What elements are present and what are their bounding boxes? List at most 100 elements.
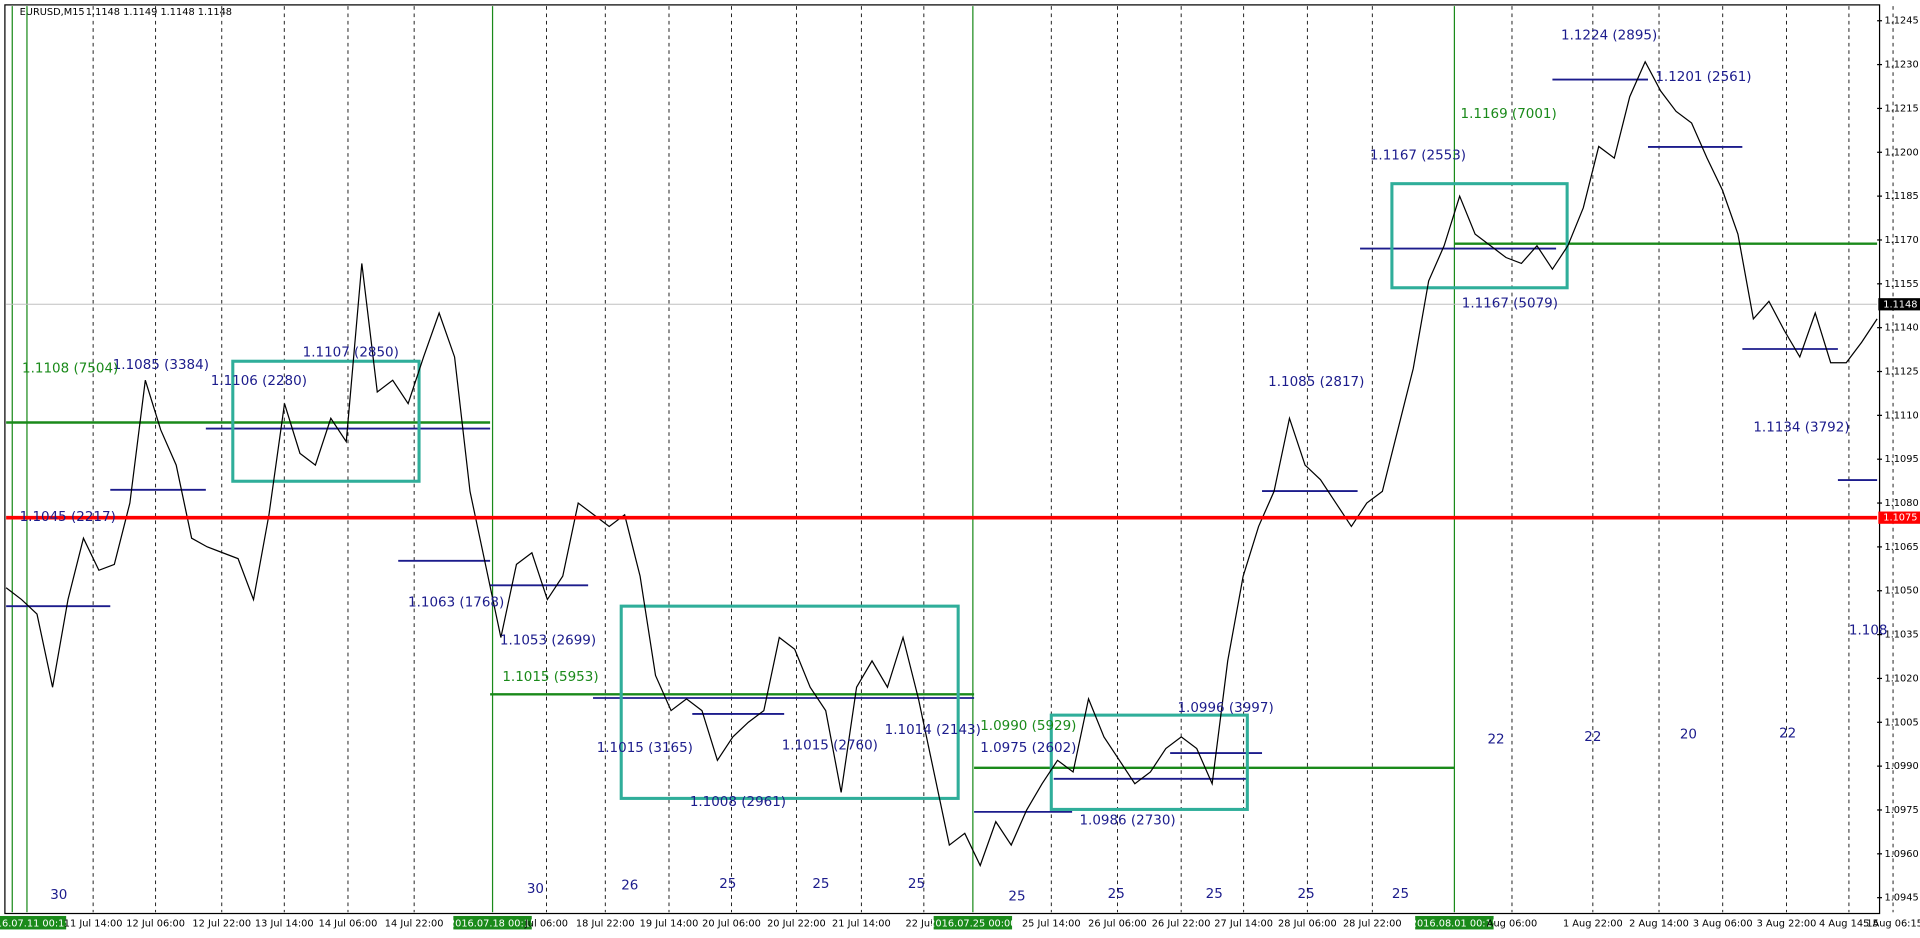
level-label: 1.0986 (2730): [1079, 812, 1175, 828]
x-tick-label: 2016.07.11 00:15: [0, 918, 71, 929]
x-tick-label: 26 Jul 22:00: [1152, 918, 1211, 929]
x-label-highlight: [933, 915, 1013, 930]
y-tick-label: 1.1080: [1884, 498, 1918, 509]
x-label-highlight: [1415, 915, 1494, 930]
y-tick-label: 1.1155: [1884, 279, 1918, 290]
level-label: 1.108: [1849, 623, 1888, 639]
level-label: 1.1045 (2217): [20, 509, 116, 525]
level-label: 1.1015 (3165): [597, 740, 693, 756]
x-tick-label: 22 Jul 0: [905, 918, 942, 929]
level-label: 1.1053 (2699): [500, 632, 596, 648]
range-box: [619, 604, 960, 800]
x-tick-label: 14 Jul 22:00: [385, 918, 444, 929]
alert-price-label: 1.1075: [1883, 513, 1917, 524]
y-tick-label: 1.1005: [1884, 717, 1918, 728]
y-tick-label: 1.1125: [1884, 367, 1918, 378]
count-label: 25: [812, 876, 829, 892]
x-tick-label: 12 Jul 22:00: [192, 918, 251, 929]
y-tick-label: 1.0945: [1884, 893, 1918, 904]
y-tick-label: 1.1245: [1884, 16, 1918, 27]
weekly-label: 1.1015 (5953): [502, 669, 598, 685]
current-price-label: 1.1148: [1883, 299, 1917, 310]
count-label: 22: [1584, 729, 1601, 745]
level-label: 1.1085 (3384): [113, 357, 209, 373]
y-tick-label: 1.1170: [1884, 235, 1918, 246]
level-label: 1.1085 (2817): [1268, 374, 1364, 390]
count-label: 20: [1680, 727, 1697, 743]
range-box: [231, 359, 421, 483]
x-tick-label: 26 Jul 06:00: [1088, 918, 1147, 929]
x-label-highlight: [453, 915, 532, 930]
y-tick-label: 1.1185: [1884, 191, 1918, 202]
count-label: 30: [527, 881, 544, 897]
level-label: 1.1201 (2561): [1655, 69, 1751, 85]
x-tick-label: 28 Jul 06:00: [1278, 918, 1337, 929]
level-label: 1.1167 (2553): [1370, 148, 1466, 164]
x-label-highlight: [0, 915, 67, 930]
level-label: 1.0996 (3997): [1177, 700, 1273, 716]
level-label: 1.1063 (1768): [408, 594, 504, 610]
x-tick-label: 2 Aug 14:00: [1629, 918, 1689, 929]
x-tick-label: 20 Jul 22:00: [767, 918, 826, 929]
x-tick-label: 1 Aug 22:00: [1563, 918, 1623, 929]
weekly-label: 1.1169 (7001): [1461, 106, 1557, 122]
x-tick-label: 20 Jul 06:00: [702, 918, 761, 929]
count-label: 30: [50, 887, 67, 903]
y-tick-label: 1.1020: [1884, 673, 1918, 684]
x-tick-label: 18 Jul 22:00: [576, 918, 635, 929]
count-label: 25: [1206, 886, 1223, 902]
count-label: 25: [908, 876, 925, 892]
count-label: 25: [719, 876, 736, 892]
x-tick-label: 3 Aug 22:00: [1757, 918, 1817, 929]
x-tick-label: 13 Jul 14:00: [255, 918, 314, 929]
level-label: 1.1107 (2850): [303, 345, 399, 361]
current-price-box: [1878, 298, 1920, 311]
range-box: [1049, 713, 1249, 811]
chart-subtitle: 1.1148 1.1149 1.1148 1.1148: [86, 7, 232, 18]
x-tick-label: Jul 06:00: [524, 918, 568, 929]
x-tick-label: Aug 06:00: [1487, 918, 1537, 929]
y-tick-label: 1.1110: [1884, 410, 1918, 421]
x-tick-label: 25 Jul 14:00: [1022, 918, 1081, 929]
x-tick-label: 2016.08.01 00:15: [1411, 918, 1498, 929]
chart-title: EURUSD,M15: [20, 7, 85, 18]
x-tick-label: 3 Aug 06:00: [1693, 918, 1753, 929]
count-label: 25: [1392, 886, 1409, 902]
alert-price-box: [1878, 511, 1920, 524]
level-label: 1.0975 (2602): [980, 740, 1076, 756]
count-label: 25: [1298, 886, 1315, 902]
y-tick-label: 1.0975: [1884, 805, 1918, 816]
y-tick-label: 1.1050: [1884, 586, 1918, 597]
y-tick-label: 1.1230: [1884, 60, 1918, 71]
level-label: 1.1134 (3792): [1753, 419, 1849, 435]
weekly-label: 1.0990 (5929): [980, 718, 1076, 734]
y-tick-label: 1.0990: [1884, 761, 1918, 772]
x-tick-label: 14 Jul 06:00: [319, 918, 378, 929]
x-tick-label: 12 Jul 06:00: [126, 918, 185, 929]
y-tick-label: 1.1200: [1884, 147, 1918, 158]
count-label: 25: [1108, 886, 1125, 902]
y-tick-label: 1.1140: [1884, 323, 1918, 334]
x-tick-label: 5 Aug 06:15: [1863, 918, 1920, 929]
price-line: [5, 60, 1878, 868]
weekly-label: 1.1108 (7504): [22, 361, 118, 377]
level-label: 1.1224 (2895): [1561, 28, 1657, 44]
x-tick-label: 27 Jul 14:00: [1214, 918, 1273, 929]
level-label: 1.1015 (2760): [782, 738, 878, 754]
y-tick-label: 1.1215: [1884, 103, 1918, 114]
level-label: 1.1014 (2143): [885, 722, 981, 738]
x-tick-label: 2016.07.25 00:00: [929, 918, 1016, 929]
x-tick-label: 11 Jul 14:00: [64, 918, 123, 929]
level-label: 1.1008 (2961): [690, 794, 786, 810]
y-tick-label: 1.1095: [1884, 454, 1918, 465]
x-tick-label: 2016.07.18 00:15: [449, 918, 536, 929]
x-tick-label: 19 Jul 14:00: [640, 918, 699, 929]
count-label: 22: [1779, 726, 1796, 742]
range-box: [1390, 182, 1569, 290]
y-tick-label: 1.0960: [1884, 849, 1918, 860]
y-tick-label: 1.1035: [1884, 630, 1918, 641]
y-tick-label: 1.1065: [1884, 542, 1918, 553]
